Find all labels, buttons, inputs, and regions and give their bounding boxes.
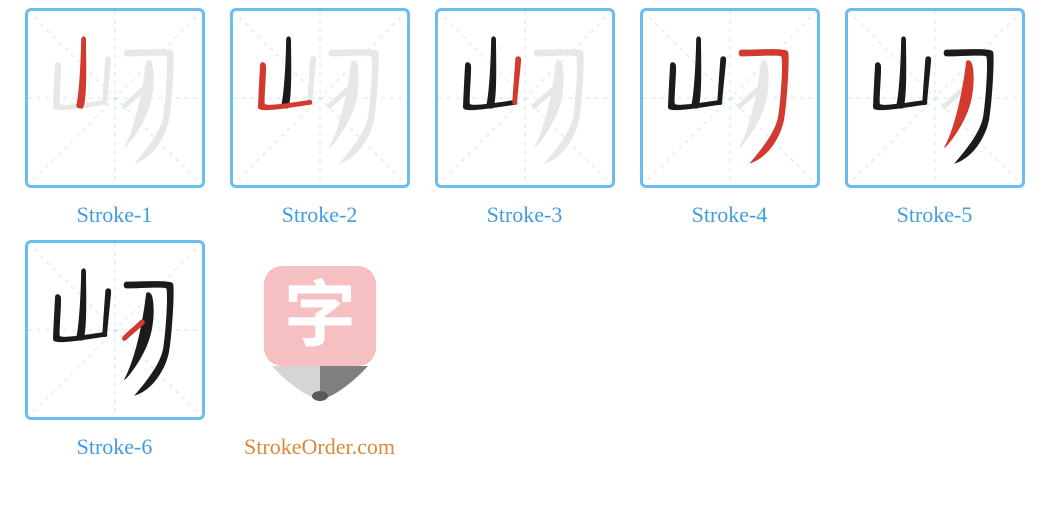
caption: Stroke-5 <box>897 202 973 228</box>
caption: Stroke-4 <box>692 202 768 228</box>
stroke-tile <box>640 8 820 188</box>
cell-stroke-6: Stroke-6 <box>12 240 217 460</box>
cell-stroke-2: Stroke-2 <box>217 8 422 228</box>
site-logo: 字 <box>250 260 390 400</box>
cell-stroke-4: Stroke-4 <box>627 8 832 228</box>
stroke-tile <box>845 8 1025 188</box>
caption: Stroke-6 <box>77 434 153 460</box>
cell-site: 字 StrokeOrder.com <box>217 240 422 460</box>
stroke-tile <box>435 8 615 188</box>
stroke-tile <box>25 240 205 420</box>
stroke-tile <box>230 8 410 188</box>
caption: Stroke-1 <box>77 202 153 228</box>
caption: Stroke-3 <box>487 202 563 228</box>
svg-text:字: 字 <box>283 260 355 361</box>
stroke-tile <box>25 8 205 188</box>
cell-stroke-1: Stroke-1 <box>12 8 217 228</box>
cell-stroke-5: Stroke-5 <box>832 8 1037 228</box>
stroke-order-grid: Stroke-1 Stroke-2 Stroke-3 Stroke-4 Stroke-5… <box>0 0 1050 480</box>
caption: Stroke-2 <box>282 202 358 228</box>
caption: StrokeOrder.com <box>244 434 395 460</box>
logo-tile: 字 <box>230 240 410 420</box>
cell-stroke-3: Stroke-3 <box>422 8 627 228</box>
